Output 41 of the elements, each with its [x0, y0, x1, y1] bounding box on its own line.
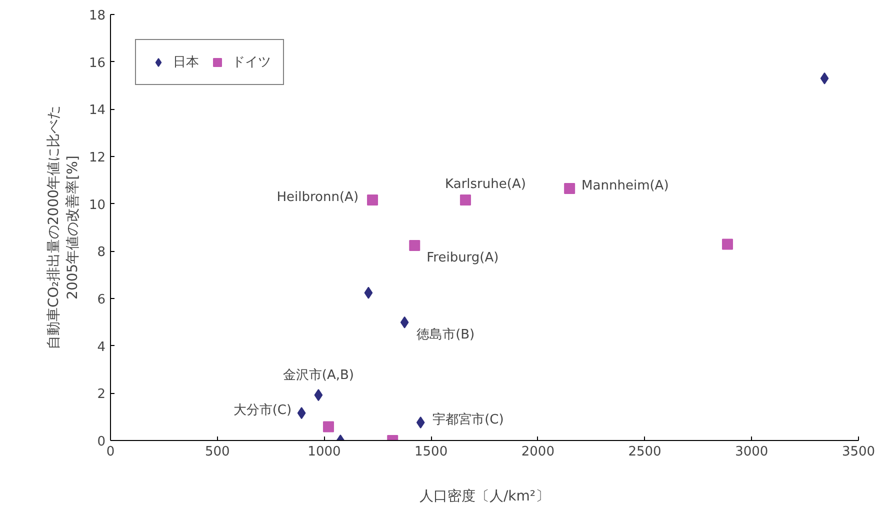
x-tick-label: 1000: [308, 444, 341, 460]
annotation: Heilbronn(A): [276, 190, 359, 206]
point: [416, 416, 425, 429]
point: [409, 240, 420, 251]
x-tick-label: 2000: [521, 444, 554, 460]
annotation: 金沢市(A,B): [282, 368, 354, 384]
annotation: 徳島市(B): [416, 327, 475, 342]
y-tick-label: 8: [97, 245, 106, 260]
point: [322, 421, 334, 432]
point: [314, 389, 323, 402]
y-tick-label: 6: [97, 292, 106, 308]
y-tick-label: 10: [88, 198, 106, 213]
point: [400, 316, 409, 328]
annotation: 宇都宮市(C): [432, 412, 504, 428]
annotation: Karlsruhe(A): [445, 177, 526, 192]
legend-label: 日本: [173, 54, 199, 71]
point: [460, 194, 471, 206]
y-tick-label: 12: [88, 150, 106, 166]
point: [564, 182, 576, 194]
x-tick-label: 3500: [842, 444, 876, 460]
annotation: Freiburg(A): [426, 250, 499, 266]
annotation: Mannheim(A): [582, 178, 669, 194]
point: [722, 238, 733, 250]
point: [364, 286, 373, 299]
x-tick-label: 2500: [628, 444, 662, 460]
x-tick-label: 3000: [735, 444, 768, 460]
legend-label: ドイツ: [232, 54, 271, 71]
point: [297, 407, 306, 420]
point: [820, 72, 829, 84]
x-axis-title: 人口密度〔人/km²〕: [419, 488, 550, 504]
y-axis-title: 自動車CO₂排出量の2000年値に比べた 2005年値の改善率[%]: [46, 105, 81, 350]
y-tick-label: 0: [97, 434, 106, 450]
x-tick-label: 500: [204, 444, 230, 460]
y-tick-label: 14: [88, 103, 106, 118]
y-tick-label: 4: [97, 340, 106, 355]
y-tick-label: 16: [88, 56, 106, 71]
x-tick-label: 1500: [414, 444, 448, 460]
point: [367, 194, 378, 206]
annotation: 大分市(C): [233, 403, 292, 418]
y-tick-label: 18: [88, 8, 106, 24]
y-tick-label: 2: [97, 387, 106, 402]
